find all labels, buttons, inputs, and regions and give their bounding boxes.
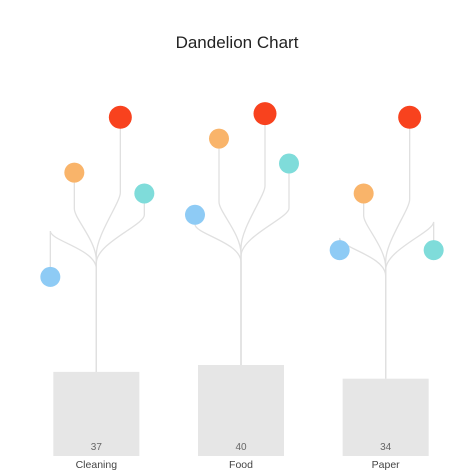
labels-layer: 37 Cleaning 40 Food 34 Paper	[76, 442, 401, 471]
dot-cleaning-1	[64, 162, 85, 183]
stem-paper-3	[385, 221, 435, 379]
dot-paper-3	[423, 240, 444, 261]
dot-food-2	[253, 102, 277, 126]
dot-food-3	[279, 153, 299, 174]
dot-paper-0	[329, 240, 350, 261]
stem-cleaning-2	[95, 127, 121, 372]
stem-food-1	[218, 148, 242, 366]
stems-layer	[49, 123, 435, 379]
category-label: Cleaning	[76, 459, 118, 471]
bar-paper	[342, 378, 429, 456]
category-label: Paper	[372, 459, 401, 471]
category-label: Food	[229, 459, 253, 471]
dot-cleaning-3	[134, 183, 155, 204]
stem-paper-0	[339, 237, 387, 379]
bar-value-label: 34	[380, 442, 392, 453]
bar-cleaning	[53, 371, 140, 456]
bars-layer	[53, 365, 429, 456]
dot-cleaning-0	[40, 266, 61, 287]
stem-food-3	[240, 173, 290, 366]
stem-food-2	[240, 123, 266, 366]
dots-layer	[40, 102, 444, 287]
stem-cleaning-1	[73, 182, 97, 372]
bar-value-label: 37	[91, 442, 103, 453]
stem-food-0	[194, 223, 242, 366]
stem-cleaning-0	[49, 230, 97, 372]
dot-food-0	[185, 204, 205, 225]
bar-value-label: 40	[235, 442, 247, 453]
dot-paper-2	[398, 105, 422, 129]
stem-paper-2	[385, 127, 411, 379]
stem-cleaning-3	[95, 203, 145, 372]
bar-food	[198, 365, 284, 456]
dot-cleaning-2	[108, 105, 132, 129]
stem-paper-1	[363, 203, 387, 379]
chart-title: Dandelion Chart	[176, 33, 299, 52]
dot-paper-1	[353, 183, 374, 204]
dot-food-1	[209, 128, 229, 149]
